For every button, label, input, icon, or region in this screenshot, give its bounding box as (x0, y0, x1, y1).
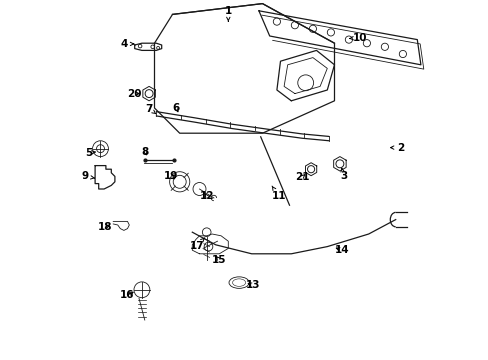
Text: 10: 10 (349, 33, 366, 43)
Text: 15: 15 (212, 255, 226, 265)
Text: 21: 21 (294, 172, 309, 182)
Text: 7: 7 (145, 104, 155, 114)
Text: 8: 8 (142, 147, 149, 157)
Text: 18: 18 (98, 222, 112, 232)
Text: 14: 14 (334, 245, 348, 255)
Text: 3: 3 (339, 168, 346, 181)
Text: 17: 17 (189, 238, 204, 251)
Text: 12: 12 (199, 191, 214, 201)
Text: 2: 2 (390, 143, 404, 153)
Text: 4: 4 (120, 39, 133, 49)
Text: 13: 13 (246, 280, 260, 290)
Text: 9: 9 (81, 171, 94, 181)
Text: 5: 5 (85, 148, 95, 158)
Text: 16: 16 (120, 290, 135, 300)
Text: 19: 19 (163, 171, 178, 181)
Text: 11: 11 (271, 186, 285, 201)
Text: 6: 6 (172, 103, 180, 113)
Text: 1: 1 (224, 6, 231, 21)
Text: 20: 20 (127, 89, 142, 99)
